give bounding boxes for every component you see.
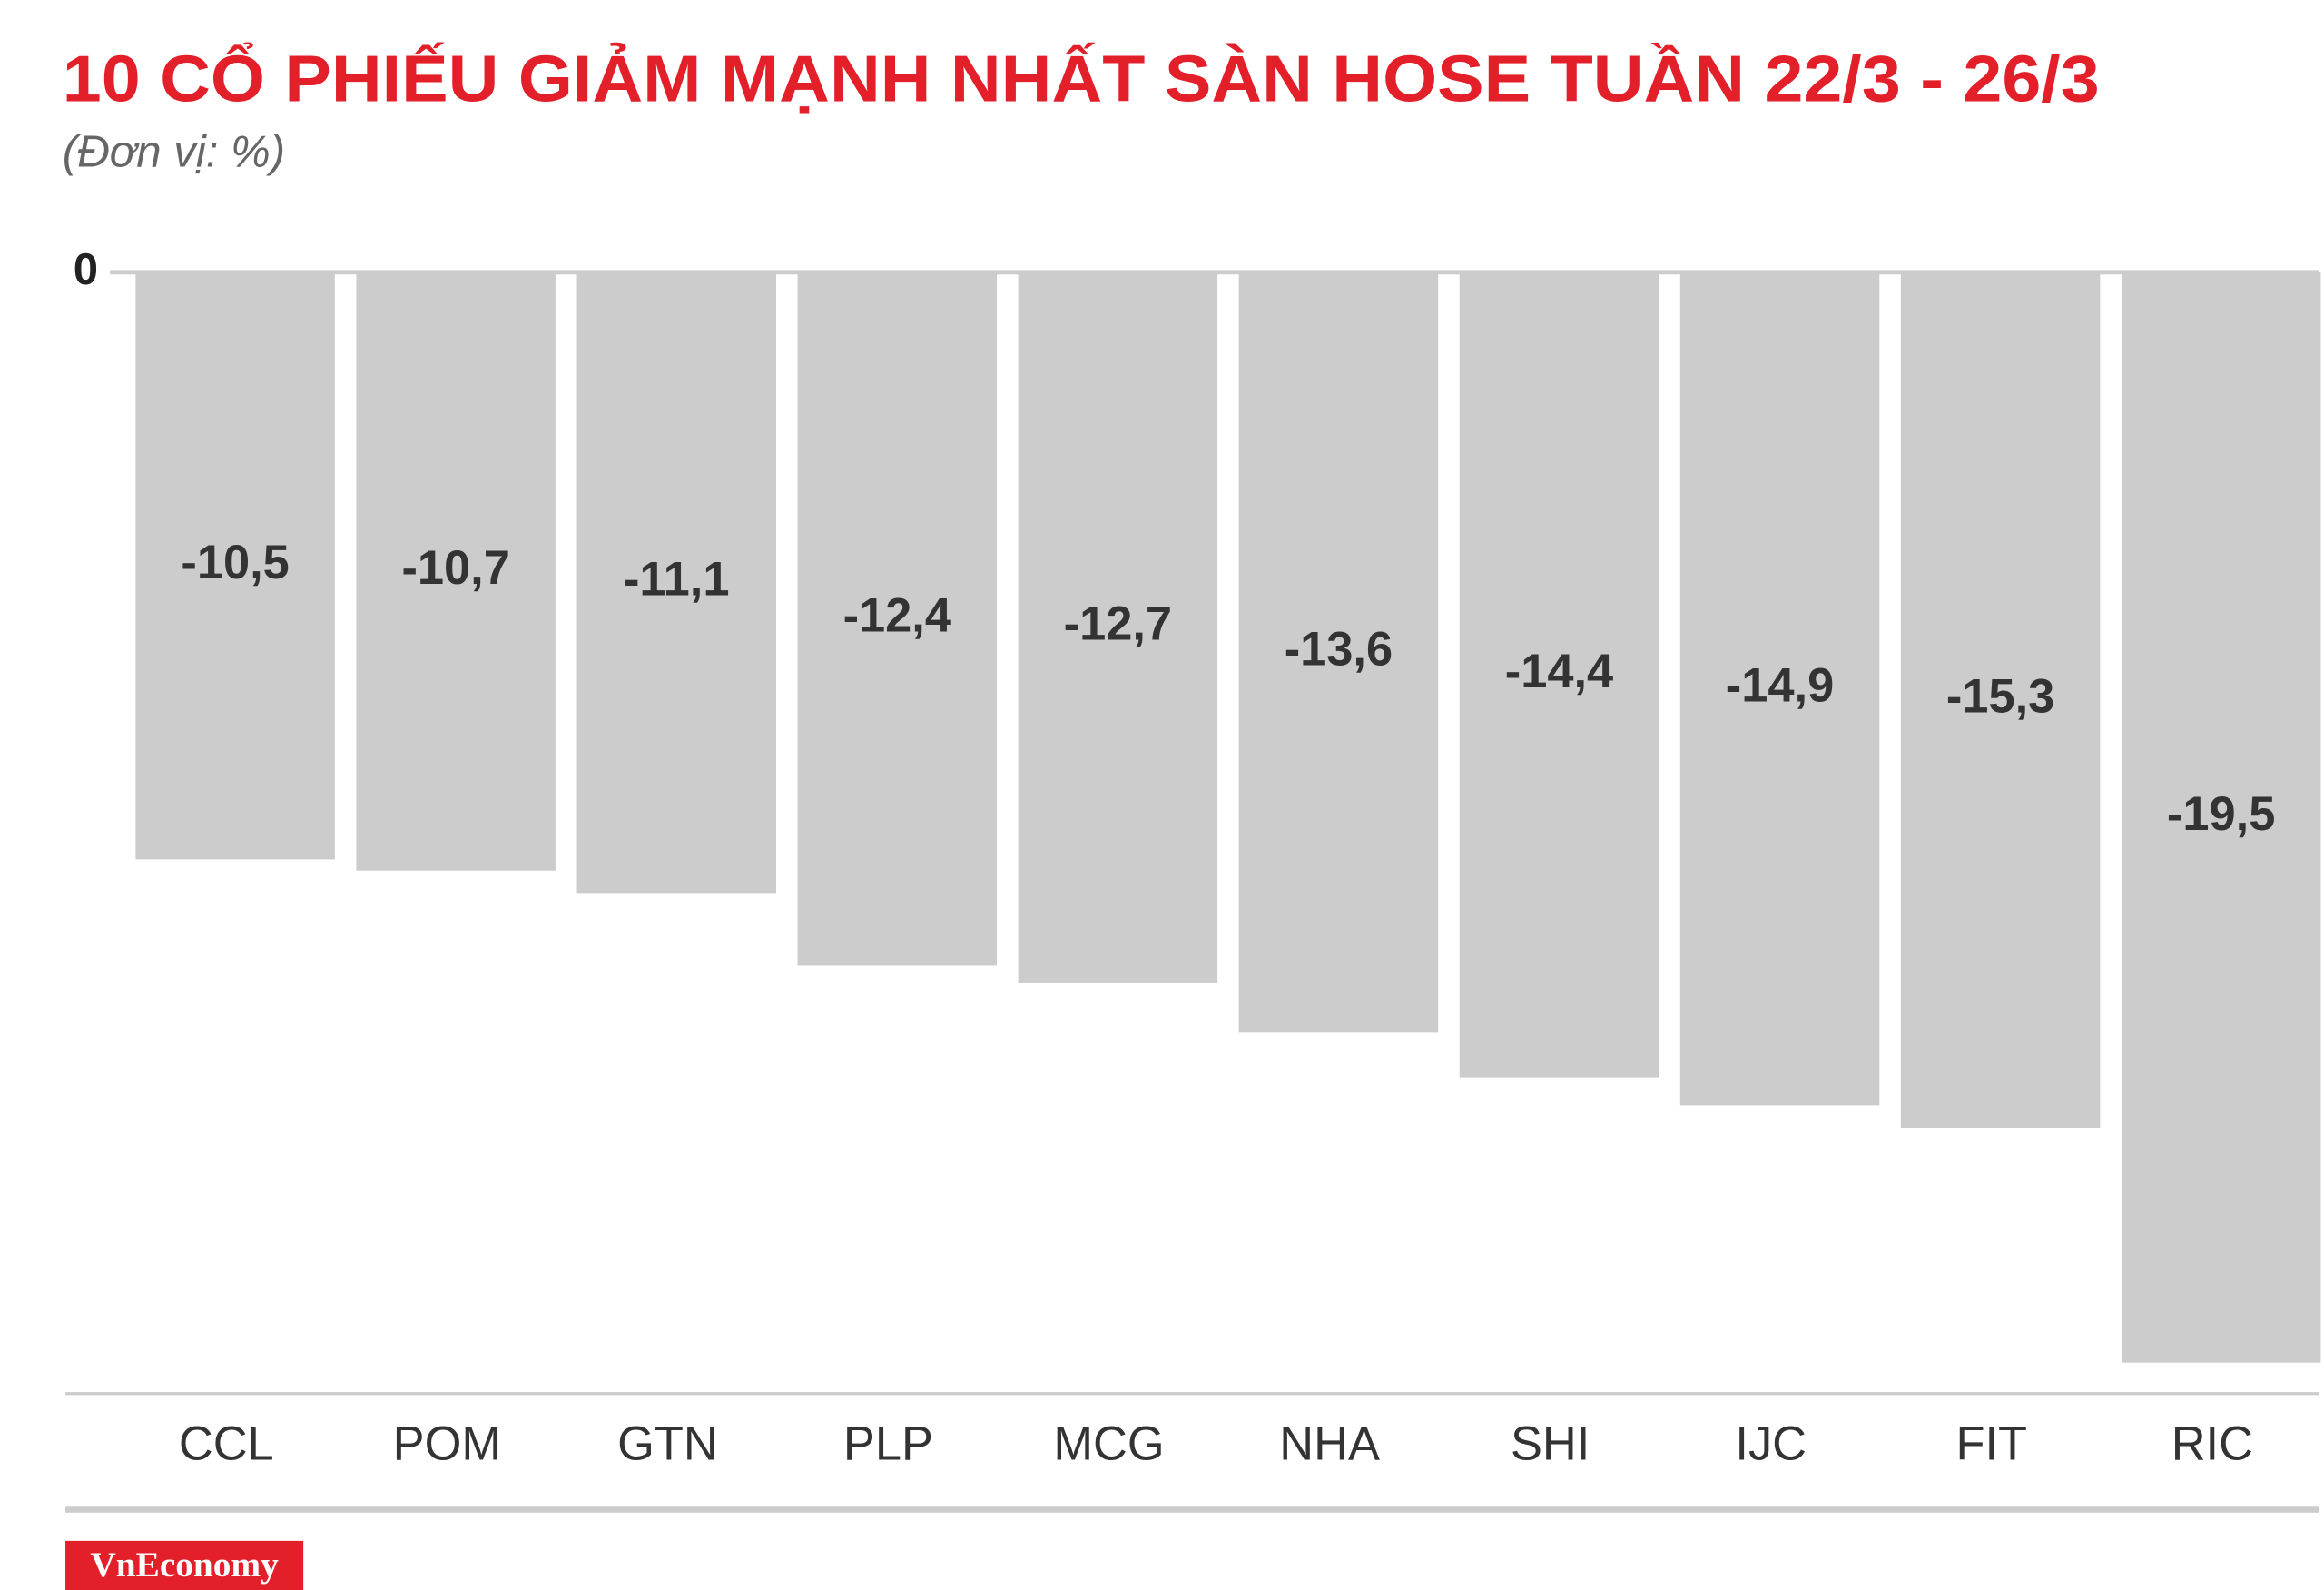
bar — [1679, 272, 1880, 1106]
value-label: -12,7 — [1064, 598, 1172, 651]
x-tick-label: POM — [393, 1418, 501, 1471]
value-label: -14,9 — [1726, 659, 1834, 712]
x-tick-label: GTN — [617, 1418, 718, 1471]
bar — [576, 272, 776, 894]
x-tick-label: MCG — [1053, 1418, 1164, 1471]
value-label: -11,1 — [624, 553, 730, 606]
bar — [1459, 272, 1659, 1078]
bar — [1238, 272, 1439, 1033]
bar — [797, 272, 998, 966]
bar — [1018, 272, 1218, 983]
x-tick-label: FIT — [1955, 1418, 2027, 1471]
chart-title: 10 CỔ PHIẾU GIẢM MẠNH NHẤT SÀN HOSE TUẦN… — [63, 42, 2100, 115]
y-tick-label: 0 — [74, 245, 98, 294]
value-label: -15,3 — [1946, 671, 2054, 724]
value-label: -12,4 — [843, 589, 951, 642]
x-tick-label: RIC — [2171, 1418, 2253, 1471]
bar — [1900, 272, 2101, 1129]
bar — [2121, 272, 2321, 1363]
logo: VnEconomy — [90, 1545, 279, 1585]
x-tick-label: NHA — [1279, 1418, 1380, 1471]
bar — [356, 272, 556, 871]
x-tick-label: IJC — [1735, 1418, 1807, 1471]
value-label: -13,6 — [1285, 623, 1393, 676]
value-label: -14,4 — [1505, 646, 1613, 698]
value-label: -19,5 — [2167, 788, 2275, 841]
value-label: -10,5 — [181, 537, 289, 589]
x-tick-label: CCL — [179, 1418, 274, 1471]
logo-box — [65, 1540, 304, 1590]
chart-subtitle: (Đơn vị: %) — [63, 127, 285, 176]
value-label: -10,7 — [401, 542, 509, 595]
x-tick-label: PLP — [843, 1418, 933, 1471]
x-tick-label: SHI — [1511, 1418, 1590, 1471]
bar — [135, 272, 335, 860]
